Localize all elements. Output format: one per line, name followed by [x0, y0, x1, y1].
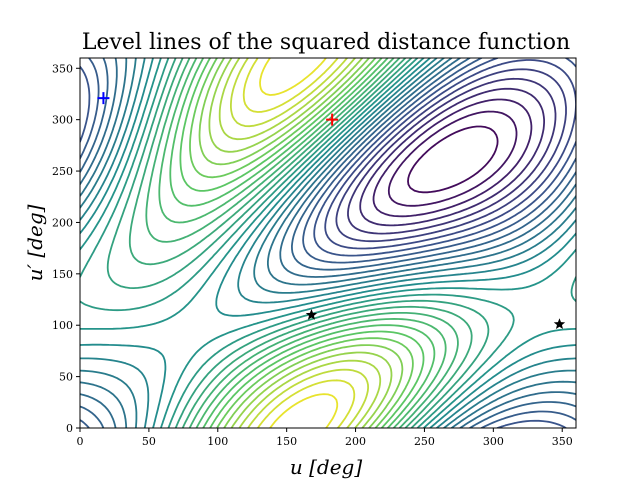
x-tick-label: 50: [142, 435, 156, 448]
contour-level: [347, 77, 557, 235]
x-tick-label: 350: [552, 435, 573, 448]
plot-frame: [79, 57, 577, 429]
y-tick-label: 150: [52, 268, 73, 281]
contour-level: [335, 68, 567, 243]
contour-level: [407, 125, 499, 194]
contour-level: [145, 58, 459, 428]
x-axis-ticks: 0 50 100 150 200 250 300 350: [77, 428, 573, 448]
chart-title: Level lines of the squared distance func…: [82, 30, 570, 55]
contour-level: [80, 58, 576, 428]
y-tick-label: 0: [66, 422, 73, 435]
contour-level: [80, 58, 576, 428]
contour-level: [80, 58, 576, 428]
contour-level: [242, 58, 356, 428]
contour-level: [80, 58, 576, 428]
contour-lines: [80, 58, 576, 428]
contour-level: [106, 58, 490, 428]
contour-level: [324, 59, 576, 250]
contour-level: [158, 58, 447, 428]
contour-level: [218, 58, 382, 428]
contour-level: [230, 58, 369, 428]
x-tick-label: 150: [276, 435, 297, 448]
y-tick-label: 100: [52, 319, 73, 332]
contour-level: [189, 58, 414, 428]
saddle-1-marker: [305, 308, 318, 320]
global-min-marker: [97, 92, 110, 105]
x-tick-label: 200: [345, 435, 366, 448]
x-axis-label: u [deg]: [290, 455, 362, 479]
contour-level: [80, 58, 576, 428]
saddle-2-marker: [553, 318, 566, 330]
contour-level: [80, 58, 576, 428]
contour-level: [359, 87, 545, 227]
contour-level: [208, 58, 393, 428]
x-tick-label: 100: [207, 435, 228, 448]
contour-level: [169, 58, 436, 428]
contour-level: [179, 58, 425, 428]
y-tick-label: 200: [52, 216, 73, 229]
y-tick-label: 250: [52, 165, 73, 178]
contour-level: [80, 58, 576, 428]
y-axis-label: u′ [deg]: [23, 204, 47, 281]
contour-level: [128, 58, 473, 428]
contour-level: [372, 98, 533, 218]
global-max-marker: [326, 113, 339, 126]
contour-level: [80, 58, 576, 428]
contour-level: [387, 110, 518, 207]
y-tick-label: 300: [52, 114, 73, 127]
y-axis-ticks: 0 50 100 150 200 250 300 350: [52, 62, 80, 435]
y-tick-label: 350: [52, 62, 73, 75]
x-tick-label: 0: [77, 435, 84, 448]
y-tick-label: 50: [59, 371, 73, 384]
x-tick-label: 300: [483, 435, 504, 448]
x-tick-label: 250: [414, 435, 435, 448]
markers: [97, 92, 566, 330]
contour-level: [80, 58, 576, 428]
contour-level: [80, 58, 576, 428]
